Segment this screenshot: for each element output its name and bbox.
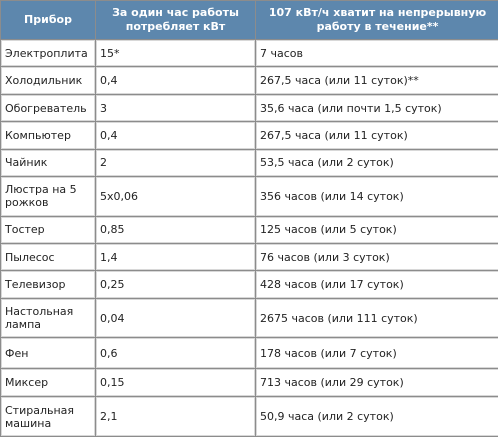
table-cell: 7 часов (256, 40, 498, 67)
table-cell: Компьютер (1, 122, 95, 149)
table-body: Электроплита 15* 7 часов Холодильник 0,4 267,… (1, 40, 498, 436)
table-cell: Обогреватель (1, 94, 95, 122)
table-cell: 267,5 часа (или 11 суток)** (256, 67, 498, 94)
table-cell: 0,04 (96, 298, 255, 338)
table-cell: 0,4 (96, 67, 255, 94)
table-cell: Миксер (1, 368, 95, 397)
table-cell: 0,4 (96, 122, 255, 149)
table-cell: 125 часов (или 5 суток) (256, 216, 498, 244)
table-cell: 50,9 часа (или 2 суток) (256, 397, 498, 436)
table-cell: 0,6 (96, 338, 255, 368)
table-cell: 3 (96, 94, 255, 122)
table-cell: 15* (96, 40, 255, 67)
table-row: Пылесос 1,4 76 часов (или 3 суток) (1, 244, 498, 271)
table-row: Электроплита 15* 7 часов (1, 40, 498, 67)
table-cell: 0,25 (96, 271, 255, 298)
table-cell: 0,15 (96, 368, 255, 397)
table-row: Фен 0,6 178 часов (или 7 суток) (1, 338, 498, 368)
table-cell: 2675 часов (или 111 суток) (256, 298, 498, 338)
table-cell: 178 часов (или 7 суток) (256, 338, 498, 368)
table-row: Люстра на 5 рожков 5х0,06 356 часов (или 1… (1, 177, 498, 216)
table-cell: 428 часов (или 17 суток) (256, 271, 498, 298)
table-cell: Пылесос (1, 244, 95, 271)
table-cell: Настольная лампа (1, 298, 95, 338)
header-cell: 107 кВт/ч хватит на непрерывную работу в… (256, 1, 498, 39)
table-cell: Стиральная машина (1, 397, 95, 436)
table-cell: 1,4 (96, 244, 255, 271)
table-row: Телевизор 0,25 428 часов (или 17 суток) (1, 271, 498, 298)
table-row: Компьютер 0,4 267,5 часа (или 11 суток) (1, 122, 498, 149)
table-cell: Телевизор (1, 271, 95, 298)
header-cell: Прибор (1, 1, 95, 39)
table-cell: 0,85 (96, 216, 255, 244)
table-cell: 35,6 часа (или почти 1,5 суток) (256, 94, 498, 122)
table-cell: 5х0,06 (96, 177, 255, 216)
table-row: Обогреватель 3 35,6 часа (или почти 1,5 су… (1, 94, 498, 122)
table-row: Миксер 0,15 713 часов (или 29 суток) (1, 368, 498, 397)
table-cell: 356 часов (или 14 суток) (256, 177, 498, 216)
table-cell: Фен (1, 338, 95, 368)
header-cell: За один час работы потребляет кВт (96, 1, 255, 39)
table-row: Чайник 2 53,5 часа (или 2 суток) (1, 149, 498, 177)
table-cell: 713 часов (или 29 суток) (256, 368, 498, 397)
table-cell: Люстра на 5 рожков (1, 177, 95, 216)
header-row: Прибор За один час работы потребляет кВт 1… (1, 1, 498, 39)
table-cell: Холодильник (1, 67, 95, 94)
table-row: Тостер 0,85 125 часов (или 5 суток) (1, 216, 498, 244)
table-cell: 76 часов (или 3 суток) (256, 244, 498, 271)
table-cell: Тостер (1, 216, 95, 244)
table-cell: 267,5 часа (или 11 суток) (256, 122, 498, 149)
table-row: Холодильник 0,4 267,5 часа (или 11 суток)*… (1, 67, 498, 94)
table-row: Настольная лампа 0,04 2675 часов (или 111 … (1, 298, 498, 338)
table-cell: 53,5 часа (или 2 суток) (256, 149, 498, 177)
table-cell: 2,1 (96, 397, 255, 436)
table-cell: Электроплита (1, 40, 95, 67)
table-cell: 2 (96, 149, 255, 177)
table-cell: Чайник (1, 149, 95, 177)
table-row: Стиральная машина 2,1 50,9 часа (или 2 сут… (1, 397, 498, 436)
